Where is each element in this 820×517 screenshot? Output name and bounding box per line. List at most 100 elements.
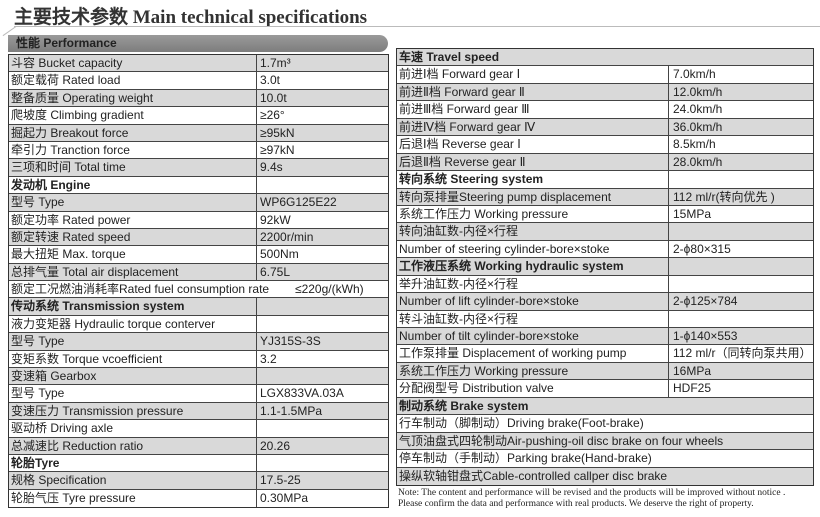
spec-row: Number of steering cylinder-bore×stoke 2-… [397,240,813,259]
performance-section-header: 性能 Performance [8,35,388,52]
spec-label: 轮胎气压 Tyre pressure [11,490,136,505]
spec-label: 总减速比 Reduction ratio [11,438,144,453]
column-divider [668,171,669,188]
spec-row: 型号 Type YJ315S-3S [9,333,388,351]
spec-label: 爬坡度 Climbing gradient [11,108,144,123]
spec-label: 型号 Type [11,386,65,401]
spec-row: 变矩系数 Torque vcoefficient 3.2 [9,350,388,369]
column-divider [668,380,669,397]
spec-value: 1.7m³ [260,56,291,70]
spec-value: 16MPa [673,363,712,378]
spec-row: 前进Ⅱ档 Forward gear Ⅱ 12.0km/h [397,83,813,102]
spec-value: 9.4s [260,160,283,175]
spec-value: 1.1-1.5MPa [260,403,323,418]
right-spec-table: 车速 Travel speed 前进Ⅰ档 Forward gear Ⅰ 7.0km/… [396,48,814,486]
column-divider [256,368,257,385]
spec-row: 气顶油盘式四轮制动Air-pushing-oil disc brake on f… [397,432,813,451]
spec-row: 行车制动（脚制动）Driving brake(Foot-brake) [397,415,813,433]
column-divider [668,362,669,380]
spec-row: 后退Ⅰ档 Reverse gear Ⅰ 8.5km/h [397,136,813,154]
spec-row: 额定转速 Rated speed 2200r/min [9,228,388,247]
spec-label: 掘起力 Breakout force [11,125,129,140]
spec-label: 系统工作压力 Working pressure [399,206,569,221]
column-divider [256,55,257,72]
spec-label: 最大扭矩 Max. torque [11,247,126,262]
spec-label: 停车制动（手制动）Parking brake(Hand-brake) [399,451,652,466]
spec-value: 6.75L [260,264,291,279]
spec-label: 规格 Specification [11,473,107,488]
spec-value: 36.0km/h [673,119,723,134]
spec-row: 前进Ⅲ档 Forward gear Ⅲ 24.0km/h [397,101,813,119]
spec-label: 额定工况燃油消耗率Rated fuel consumption rate [11,282,270,297]
spec-label: 工作液压系统 Working hydraulic system [399,259,624,274]
spec-label: 工作泵排量 Displacement of working pump [399,346,627,361]
spec-label: 系统工作压力 Working pressure [399,363,569,378]
column-divider [668,66,669,83]
column-divider [256,298,257,315]
spec-label: 轮胎Tyre [11,455,60,470]
spec-row: 额定工况燃油消耗率Rated fuel consumption rate ≤220… [9,281,388,299]
spec-value: ≥95kN [260,125,295,140]
spec-row: 工作泵排量 Displacement of working pump 112 ml… [397,345,813,363]
column-divider [668,223,669,240]
spec-label: 前进Ⅳ档 Forward gear Ⅳ [399,119,536,134]
column-divider [668,136,669,153]
spec-row: 最大扭矩 Max. torque 500Nm [9,246,388,264]
spec-value: 15MPa [673,206,712,221]
spec-label: 三项和时间 Total time [11,160,126,175]
spec-row: 型号 Type LGX833VA.03A [9,385,388,403]
spec-row: 前进Ⅰ档 Forward gear Ⅰ 7.0km/h [397,66,813,84]
spec-value: 12.0km/h [673,84,723,99]
spec-label: 分配阀型号 Distribution valve [399,381,554,396]
column-divider [256,124,257,141]
spec-value: ≥26° [260,108,285,123]
spec-value: YJ315S-3S [260,334,321,349]
column-divider [668,188,669,205]
column-divider [256,350,257,368]
column-divider [256,211,257,228]
column-divider [256,263,257,281]
spec-label: 额定载荷 Rated load [11,73,121,88]
spec-label: Number of steering cylinder-bore×stoke [399,241,610,256]
spec-label: 转向系统 Steering system [399,172,544,187]
column-divider [668,205,669,223]
spec-label: 气顶油盘式四轮制动Air-pushing-oil disc brake on f… [399,433,724,448]
column-divider [668,118,669,136]
spec-row: 前进Ⅳ档 Forward gear Ⅳ 36.0km/h [397,118,813,137]
spec-value: 8.5km/h [673,137,716,152]
spec-row: 转向油缸数-内径×行程 [397,223,813,241]
spec-label: 型号 Type [11,195,65,210]
note-line: Note: The content and performance will b… [398,488,786,498]
column-divider [256,246,257,263]
spec-label: 变速压力 Transmission pressure [11,403,184,418]
page-title: 主要技术参数 Main technical specifications [14,7,368,28]
spec-value: 2-ϕ125×784 [673,294,738,309]
spec-label: 举升油缸数-内径×行程 [399,276,519,291]
spec-row: 停车制动（手制动）Parking brake(Hand-brake) [397,450,813,468]
spec-label: 制动系统 Brake system [399,398,529,413]
spec-label: 转向泵排量Steering pump displacement [399,189,612,204]
spec-row: 型号 Type WP6G125E22 [9,194,388,212]
spec-value: 3.2 [260,351,277,366]
spec-value: 112 ml/r(转向优先 ) [673,189,775,204]
column-divider [668,328,669,345]
spec-row: 轮胎气压 Tyre pressure 0.30MPa [9,489,388,508]
column-divider [256,437,257,454]
spec-label: 前进Ⅲ档 Forward gear Ⅲ [399,102,530,117]
column-divider [256,489,257,508]
spec-row: 额定功率 Rated power 92kW [9,211,388,229]
spec-value: ≥97kN [260,142,295,157]
spec-label: 变速箱 Gearbox [11,369,97,384]
column-divider [256,402,257,420]
section-header-row: 工作液压系统 Working hydraulic system [397,258,813,276]
spec-label: 前进Ⅰ档 Forward gear Ⅰ [399,67,521,82]
section-header-row: 转向系统 Steering system [397,171,813,189]
section-header-row: 制动系统 Brake system [397,397,813,416]
spec-value: 7.0km/h [673,67,716,82]
spec-label: 前进Ⅱ档 Forward gear Ⅱ [399,84,525,99]
spec-value: LGX833VA.03A [260,386,344,401]
spec-value: 92kW [260,212,291,227]
column-divider [668,153,669,171]
column-divider [256,315,257,333]
column-divider [668,345,669,362]
